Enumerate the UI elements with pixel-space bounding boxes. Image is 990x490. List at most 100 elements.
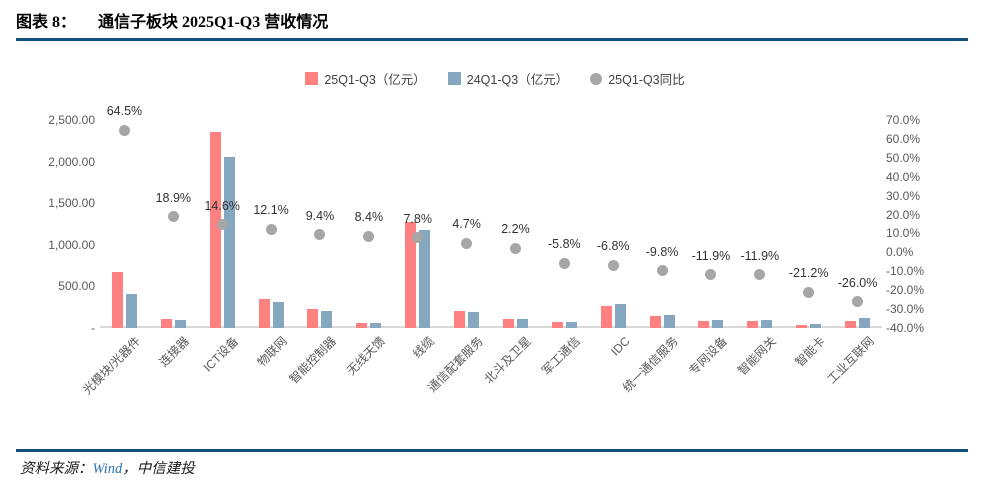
bar-24q1q3 xyxy=(859,317,871,328)
yoy-dot xyxy=(509,242,521,254)
category-label: 物联网 xyxy=(254,334,290,370)
bar-24q1q3 xyxy=(761,319,773,328)
x-axis-line xyxy=(100,326,882,328)
yoy-dot xyxy=(118,124,130,136)
left-axis-tick-label: 2,000.00 xyxy=(48,154,95,169)
category-label: 智能控制器 xyxy=(286,334,339,387)
yoy-data-label: 7.8% xyxy=(403,211,432,226)
yoy-dot xyxy=(607,259,619,271)
right-axis-tick-label: -20.0% xyxy=(886,283,925,298)
bar-24q1q3 xyxy=(370,323,382,328)
legend-label-yoy: 25Q1-Q3同比 xyxy=(608,73,685,87)
bar-25q1q3 xyxy=(845,320,857,328)
left-axis-tick-label: 2,500.00 xyxy=(48,113,95,127)
category-label: 智能卡 xyxy=(792,334,828,370)
bar-25q1q3 xyxy=(551,321,563,328)
legend-circle-yoy-icon xyxy=(590,72,603,85)
bar-25q1q3 xyxy=(258,298,270,328)
bar-24q1q3 xyxy=(419,229,431,328)
bar-24q1q3 xyxy=(565,321,577,328)
yoy-data-label: -21.2% xyxy=(788,266,829,281)
yoy-data-label: 4.7% xyxy=(452,217,481,232)
source-note: 资料来源：Wind，中信建投 xyxy=(20,457,195,478)
bar-24q1q3 xyxy=(223,157,235,328)
yoy-data-label: 2.2% xyxy=(501,222,530,237)
bar-25q1q3 xyxy=(356,323,368,328)
footer-rule xyxy=(16,449,968,452)
yoy-dot xyxy=(558,257,570,269)
right-axis-tick-label: 40.0% xyxy=(886,169,921,184)
yoy-dot xyxy=(216,219,228,231)
bar-24q1q3 xyxy=(516,319,528,328)
category-label: 军工通信 xyxy=(539,334,584,378)
bar-25q1q3 xyxy=(209,132,221,328)
bar-25q1q3 xyxy=(454,311,466,328)
bar-24q1q3 xyxy=(810,324,822,328)
bar-25q1q3 xyxy=(111,272,123,328)
bar-25q1q3 xyxy=(405,222,417,328)
category-label: 专网设备 xyxy=(685,334,730,378)
bar-25q1q3 xyxy=(649,315,661,328)
legend-label-24q: 24Q1-Q3（亿元） xyxy=(466,73,569,87)
bar-25q1q3 xyxy=(747,320,759,328)
right-axis-tick-label: -40.0% xyxy=(886,321,925,335)
yoy-data-label: 8.4% xyxy=(354,210,384,225)
yoy-data-label: 64.5% xyxy=(106,104,143,119)
yoy-data-label: 18.9% xyxy=(155,190,192,205)
yoy-data-label: -11.9% xyxy=(691,248,731,263)
yoy-dot xyxy=(852,296,864,308)
figure-title: 通信子板块 2025Q1-Q3 营收情况 xyxy=(98,14,329,31)
left-axis-tick-label: 1,500.00 xyxy=(48,196,95,211)
yoy-data-label: -9.8% xyxy=(645,244,679,259)
yoy-dot xyxy=(803,286,815,298)
right-axis-tick-label: 0.0% xyxy=(886,245,914,260)
category-label: 智能网关 xyxy=(734,334,779,378)
category-label: ICT设备 xyxy=(200,334,242,375)
figure-title-row: 图表 8： 通信子板块 2025Q1-Q3 营收情况 xyxy=(16,8,328,32)
right-axis-tick-label: 10.0% xyxy=(886,226,921,241)
category-label: 光模块/光器件 xyxy=(80,334,144,398)
right-axis-tick-label: 50.0% xyxy=(886,150,921,165)
left-axis-tick-label: 500.00 xyxy=(58,279,95,294)
yoy-dot xyxy=(705,269,717,281)
bar-24q1q3 xyxy=(468,312,480,328)
yoy-data-label: 14.6% xyxy=(204,198,240,213)
bar-24q1q3 xyxy=(321,310,333,328)
legend-item-yoy: 25Q1-Q3同比 xyxy=(590,69,685,88)
figure-label: 图表 8： xyxy=(16,14,77,31)
bar-24q1q3 xyxy=(712,319,724,328)
yoy-dot xyxy=(754,269,766,281)
right-axis-tick-label: -10.0% xyxy=(886,264,925,279)
legend-square-24q-icon xyxy=(447,72,461,85)
yoy-dot xyxy=(412,232,424,244)
yoy-data-label: -11.9% xyxy=(740,248,780,263)
yoy-dot xyxy=(314,229,326,241)
bar-24q1q3 xyxy=(663,314,675,328)
yoy-dot xyxy=(656,265,668,277)
category-label: 连接器 xyxy=(156,334,193,370)
right-axis-tick-label: 30.0% xyxy=(886,188,921,203)
legend-label-25q: 25Q1-Q3（亿元） xyxy=(324,73,426,87)
bar-25q1q3 xyxy=(600,305,612,328)
legend-item-24q: 24Q1-Q3（亿元） xyxy=(447,69,569,88)
yoy-dot xyxy=(265,223,277,235)
bar-25q1q3 xyxy=(698,320,710,328)
yoy-dot xyxy=(461,237,473,249)
yoy-data-label: -6.8% xyxy=(596,239,630,254)
source-wind: Wind xyxy=(92,461,123,477)
bar-24q1q3 xyxy=(272,302,284,328)
yoy-dot xyxy=(167,211,179,223)
bar-25q1q3 xyxy=(796,324,808,328)
chart-legend: 25Q1-Q3（亿元） 24Q1-Q3（亿元） 25Q1-Q3同比 xyxy=(0,69,990,88)
category-label: 线缆 xyxy=(409,334,437,361)
bar-24q1q3 xyxy=(174,320,186,328)
yoy-dot xyxy=(363,230,375,242)
source-rest: ，中信建投 xyxy=(122,461,195,477)
category-label: 北斗及卫星 xyxy=(482,334,535,387)
category-label: 工业互联网 xyxy=(824,334,877,387)
bar-24q1q3 xyxy=(125,294,137,328)
bar-25q1q3 xyxy=(307,308,319,328)
right-axis-tick-label: -30.0% xyxy=(886,302,925,317)
right-axis-tick-label: 70.0% xyxy=(886,113,921,127)
